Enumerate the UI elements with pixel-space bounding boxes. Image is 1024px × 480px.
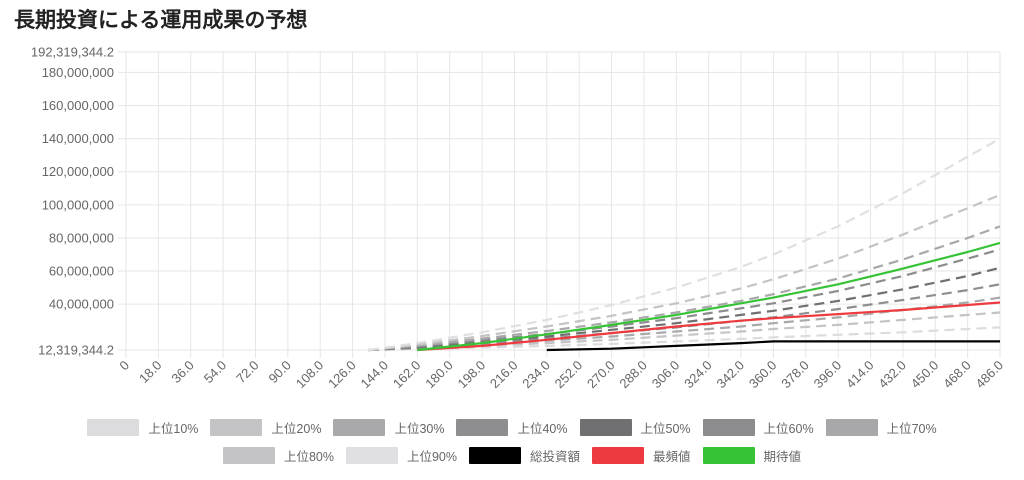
svg-text:160,000,000: 160,000,000 (42, 98, 114, 113)
svg-text:54.0: 54.0 (201, 358, 230, 387)
legend-swatch (210, 419, 263, 436)
legend-label: 総投資額 (530, 450, 581, 464)
svg-text:120,000,000: 120,000,000 (42, 164, 114, 179)
svg-text:288.0: 288.0 (616, 358, 650, 392)
svg-text:40,000,000: 40,000,000 (49, 297, 114, 312)
legend-label: 上位40% (517, 422, 568, 436)
legend-label: 上位60% (763, 422, 814, 436)
series-line (368, 266, 1001, 352)
series-line (368, 248, 1001, 352)
svg-text:162.0: 162.0 (390, 358, 424, 392)
legend-row-2: 上位80% 上位90% 総投資額 最頻値 期待値 (0, 446, 1024, 465)
svg-text:0: 0 (116, 358, 132, 374)
svg-text:234.0: 234.0 (519, 358, 553, 392)
series-line (368, 225, 1001, 352)
series-line (546, 340, 1000, 352)
legend-label: 上位20% (271, 422, 322, 436)
series-line (368, 326, 1001, 352)
svg-text:450.0: 450.0 (908, 358, 942, 392)
legend-label: 上位30% (394, 422, 445, 436)
svg-text:192,319,344.2: 192,319,344.2 (31, 45, 114, 60)
legend-item-total-investment[interactable]: 総投資額 (469, 446, 580, 465)
series-line (368, 193, 1001, 352)
legend-item-top-30[interactable]: 上位30% (333, 418, 444, 437)
svg-text:432.0: 432.0 (875, 358, 909, 392)
svg-text:486.0: 486.0 (973, 358, 1007, 392)
svg-text:270.0: 270.0 (584, 358, 618, 392)
legend-item-top-40[interactable]: 上位40% (456, 418, 568, 437)
svg-text:198.0: 198.0 (455, 358, 489, 392)
x-axis-labels: 0 18.0 36.0 54.0 72.0 90.0108.0126.0144.0162.… (116, 358, 1006, 392)
svg-text:126.0: 126.0 (325, 358, 359, 392)
legend-item-top-70[interactable]: 上位70% (825, 418, 937, 437)
svg-text:140,000,000: 140,000,000 (42, 131, 114, 146)
svg-text:396.0: 396.0 (811, 358, 845, 392)
legend-item-top-20[interactable]: 上位20% (210, 418, 321, 437)
series-line (368, 137, 1001, 352)
svg-text:468.0: 468.0 (940, 358, 974, 392)
legend-swatch (333, 419, 386, 436)
legend-swatch (469, 447, 521, 464)
legend-item-expected-value[interactable]: 期待値 (702, 446, 802, 465)
chart-title: 長期投資による運用成果の予想 (14, 8, 308, 32)
chart-series-lines (368, 137, 1001, 352)
svg-text:414.0: 414.0 (843, 358, 877, 392)
legend-label: 期待値 (763, 450, 802, 464)
legend-label: 上位80% (283, 450, 334, 464)
legend-item-top-60[interactable]: 上位60% (702, 418, 814, 437)
svg-text:60,000,000: 60,000,000 (49, 264, 114, 279)
svg-text:12,319,344.2: 12,319,344.2 (38, 343, 114, 358)
svg-text:144.0: 144.0 (357, 358, 391, 392)
svg-text:80,000,000: 80,000,000 (49, 230, 114, 245)
legend-item-top-10[interactable]: 上位10% (87, 418, 198, 437)
svg-text:306.0: 306.0 (649, 358, 683, 392)
svg-text:360.0: 360.0 (746, 358, 780, 392)
legend-label: 上位70% (886, 422, 937, 436)
svg-text:324.0: 324.0 (681, 358, 715, 392)
legend-swatch (222, 447, 275, 464)
legend-swatch (579, 419, 632, 436)
legend-item-mode[interactable]: 最頻値 (592, 446, 691, 465)
svg-text:180.0: 180.0 (422, 358, 456, 392)
svg-text:252.0: 252.0 (552, 358, 586, 392)
legend-row-1: 上位10% 上位20% 上位30% 上位40% 上位50% 上位60% 上位70… (0, 418, 1024, 437)
svg-text:180,000,000: 180,000,000 (42, 65, 114, 80)
svg-text:18.0: 18.0 (136, 358, 165, 387)
legend-item-top-80[interactable]: 上位80% (222, 446, 334, 465)
legend-item-top-50[interactable]: 上位50% (579, 418, 691, 437)
legend-swatch (702, 419, 755, 436)
y-axis-labels: 192,319,344.2 180,000,000 160,000,000 140,0… (31, 45, 114, 358)
svg-text:216.0: 216.0 (487, 358, 521, 392)
legend-swatch (702, 447, 755, 464)
svg-text:36.0: 36.0 (168, 358, 197, 387)
series-line (417, 301, 1001, 352)
svg-text:108.0: 108.0 (293, 358, 327, 392)
series-line (417, 241, 1001, 352)
svg-text:100,000,000: 100,000,000 (42, 197, 114, 212)
legend-label: 上位50% (640, 422, 691, 436)
legend-item-top-90[interactable]: 上位90% (345, 446, 457, 465)
legend-swatch (345, 447, 398, 464)
svg-text:342.0: 342.0 (714, 358, 748, 392)
svg-text:72.0: 72.0 (233, 358, 262, 387)
legend-swatch (87, 419, 140, 436)
series-line (368, 283, 1001, 352)
legend-label: 最頻値 (653, 450, 691, 464)
legend-swatch (456, 419, 509, 436)
legend-swatch (592, 447, 645, 464)
legend-label: 上位10% (148, 422, 199, 436)
legend-swatch (825, 419, 878, 436)
svg-text:90.0: 90.0 (265, 358, 294, 387)
legend-label: 上位90% (406, 450, 457, 464)
svg-text:378.0: 378.0 (778, 358, 812, 392)
